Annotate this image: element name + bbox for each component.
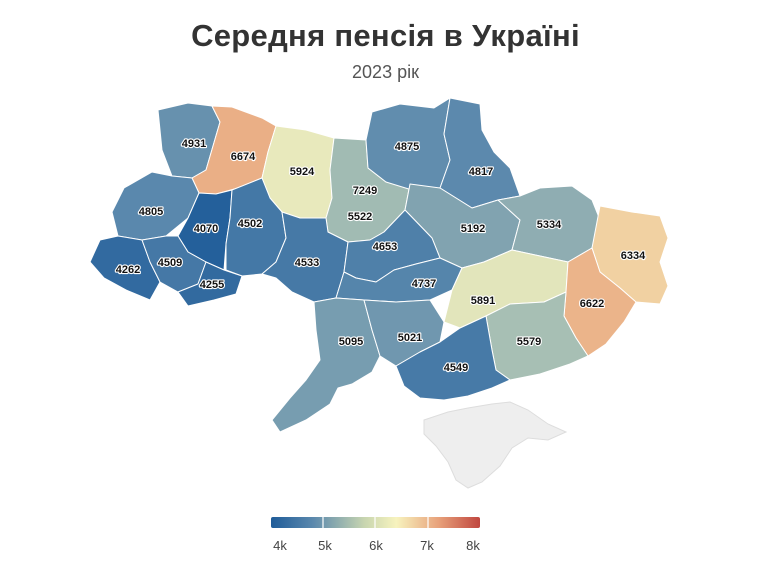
region-label-mykolaiv: 5021 [398,332,422,344]
region-label-volyn: 4931 [182,138,206,150]
region-label-donetsk: 6622 [580,298,604,310]
region-label-kherson: 4549 [444,362,468,374]
region-label-odesa: 5095 [339,336,363,348]
region-label-dnipropetrovsk: 5891 [471,295,495,307]
region-label-cherkasy: 4653 [373,241,397,253]
region-label-chernihiv: 4875 [395,141,419,153]
region-label-zhytomyr: 5924 [290,166,315,178]
region-label-vinnytsia: 4533 [295,257,319,269]
region-label-zaporizhzhia: 5579 [517,336,541,348]
region-label-khmelnytskyi: 4502 [238,218,262,230]
region-chernivtsi[interactable] [177,261,243,307]
region-odesa[interactable] [271,297,381,433]
color-legend: 4k 5k 6k 7k 8k [271,517,480,553]
region-sumy[interactable] [439,97,521,209]
region-label-ivano-frankivsk: 4509 [158,257,182,269]
legend-tick-5k: 5k [318,538,332,553]
region-crimea[interactable] [423,401,568,489]
region-label-kyiv-city: 7249 [353,185,377,197]
legend-tick-6k: 6k [369,538,383,553]
region-label-lviv: 4805 [139,206,163,218]
region-label-poltava: 5192 [461,223,485,235]
region-label-kharkiv: 5334 [537,219,562,231]
region-kherson[interactable] [395,315,511,401]
map-title: Середня пенсія в Україні [191,18,580,53]
region-label-chernivtsi: 4255 [200,279,224,291]
legend-tick-8k: 8k [466,538,480,553]
region-label-kyiv: 5522 [348,211,372,223]
region-label-ternopil: 4070 [194,223,218,235]
region-label-luhansk: 6334 [621,250,646,262]
legend-tick-4k: 4k [273,538,287,553]
region-label-rivne: 6674 [231,151,256,163]
region-label-kirovohrad: 4737 [412,278,436,290]
legend-tick-7k: 7k [420,538,434,553]
region-label-sumy: 4817 [469,166,493,178]
region-label-zakarpattia: 4262 [116,264,140,276]
map-subtitle: 2023 рік [352,62,419,82]
